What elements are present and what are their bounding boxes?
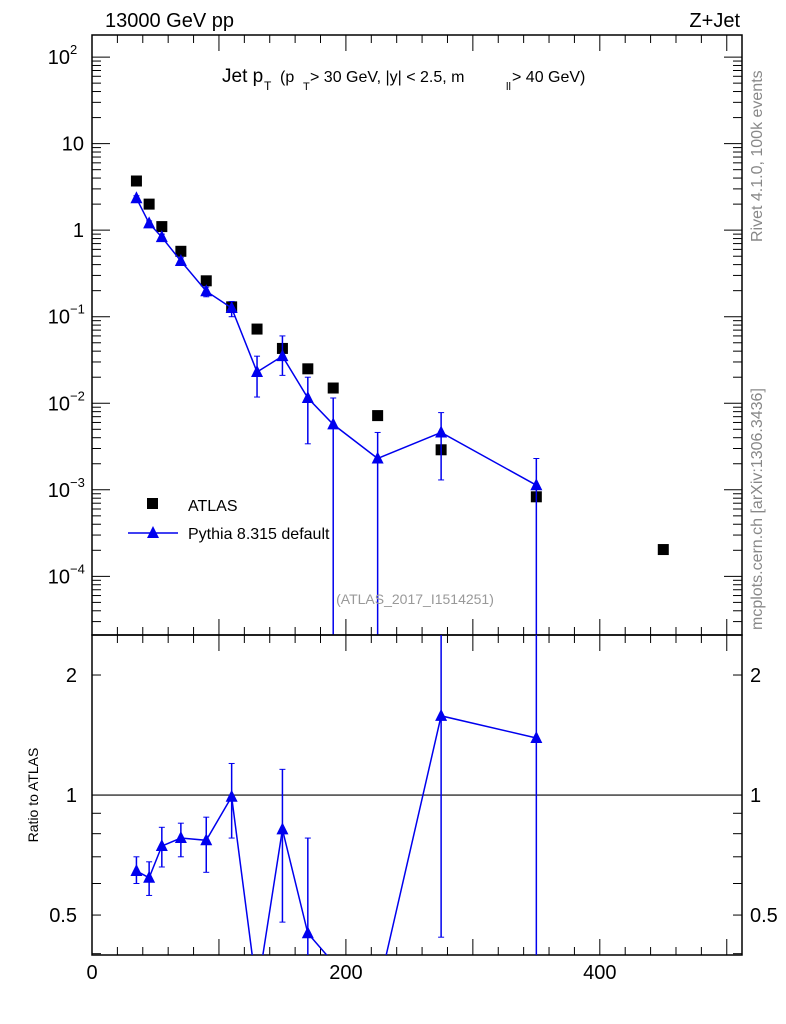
mc-line bbox=[135, 197, 537, 486]
plot-frame bbox=[91, 34, 743, 636]
mc-point bbox=[155, 230, 168, 243]
mc-point bbox=[371, 451, 384, 464]
title-main: Jet p bbox=[222, 66, 263, 87]
data-point bbox=[200, 275, 212, 287]
legend-atlas-marker bbox=[147, 498, 158, 509]
legend-pythia-label: Pythia 8.315 default bbox=[188, 526, 330, 543]
legend-pythia-marker bbox=[147, 526, 159, 538]
mc-point bbox=[225, 301, 238, 314]
mc-ratio-point bbox=[200, 833, 213, 846]
mcplots-label: mcplots.cern.ch [arXiv:1306.3436] bbox=[749, 388, 766, 630]
y-tick-label: 10 bbox=[48, 480, 70, 502]
mc-point bbox=[143, 216, 156, 229]
mc-point bbox=[435, 425, 448, 438]
mc-ratio-point bbox=[435, 708, 448, 721]
mc-ratio-point bbox=[174, 831, 187, 844]
legend-atlas-label: ATLAS bbox=[188, 498, 238, 515]
y-tick-label: 2 bbox=[66, 665, 77, 687]
y-tick-label-right: 0.5 bbox=[750, 905, 778, 927]
y-tick-exponent: −3 bbox=[70, 475, 85, 490]
x-tick-label: 200 bbox=[329, 962, 362, 984]
ratio-series bbox=[130, 635, 543, 955]
data-point bbox=[327, 382, 339, 394]
header-left: 13000 GeV pp bbox=[105, 10, 234, 32]
data-point bbox=[372, 410, 384, 422]
y-tick-exponent: −2 bbox=[70, 388, 85, 403]
title-ll: ll bbox=[506, 81, 511, 93]
mc-ratio-point bbox=[301, 926, 314, 939]
mc-point bbox=[327, 417, 340, 430]
y-tick-label-right: 1 bbox=[750, 785, 761, 807]
data-point bbox=[251, 323, 263, 335]
y-tick-label: 1 bbox=[73, 220, 84, 242]
mc-point bbox=[530, 478, 543, 491]
title-cut3: > 40 GeV) bbox=[512, 69, 585, 86]
mc-point bbox=[251, 364, 264, 377]
data-point bbox=[130, 175, 142, 187]
title-cut: (p bbox=[280, 69, 294, 86]
x-tick-label: 400 bbox=[583, 962, 616, 984]
title-cut2: > 30 GeV, |y| < 2.5, m bbox=[310, 69, 464, 86]
data-point bbox=[156, 221, 168, 233]
x-tick-label: 0 bbox=[86, 962, 97, 984]
data-point bbox=[175, 245, 187, 257]
header-right: Z+Jet bbox=[689, 10, 740, 32]
mc-ratio-point bbox=[130, 863, 143, 876]
mc-ratio-point bbox=[530, 731, 543, 744]
data-point bbox=[302, 363, 314, 375]
data-point bbox=[657, 544, 669, 556]
y-tick-exponent: 2 bbox=[70, 42, 77, 57]
y-tick-label: 10 bbox=[62, 134, 84, 156]
analysis-label: (ATLAS_2017_I1514251) bbox=[336, 591, 494, 607]
plot-title: Jet p T (p T > 30 GeV, |y| < 2.5, m ll >… bbox=[222, 66, 585, 93]
mc-ratio-point bbox=[155, 839, 168, 852]
ratio-panel: 0.5 0.5 1 1 2 2 0 200 400 bbox=[49, 634, 778, 984]
title-sub: T bbox=[264, 79, 272, 93]
mc-ratio-point bbox=[225, 789, 238, 802]
y-tick-label: 10 bbox=[48, 393, 70, 415]
y-tick-label: 1 bbox=[66, 785, 77, 807]
y-tick-label-right: 2 bbox=[750, 665, 761, 687]
legend: ATLAS Pythia 8.315 default bbox=[128, 498, 330, 543]
y-tick-label: 10 bbox=[48, 307, 70, 329]
mc-ratio-point bbox=[276, 822, 289, 835]
y-tick-label: 10 bbox=[48, 566, 70, 588]
y-tick-label: 0.5 bbox=[49, 905, 77, 927]
mc-point bbox=[301, 391, 314, 404]
y-tick-exponent: −1 bbox=[70, 302, 85, 317]
mc-point bbox=[174, 254, 187, 267]
ratio-ylabel: Ratio to ATLAS bbox=[25, 748, 41, 843]
mc-ratio-line bbox=[136, 714, 537, 955]
mc-point bbox=[130, 191, 143, 204]
mc-point bbox=[276, 349, 289, 362]
y-tick-label: 10 bbox=[48, 47, 70, 69]
y-tick-exponent: −4 bbox=[70, 561, 85, 576]
data-point bbox=[143, 198, 155, 210]
mc-ratio-point bbox=[143, 870, 156, 883]
rivet-label: Rivet 4.1.0, 100k events bbox=[749, 70, 766, 242]
mc-point bbox=[200, 284, 213, 297]
title-cut-sub: T bbox=[303, 81, 310, 93]
